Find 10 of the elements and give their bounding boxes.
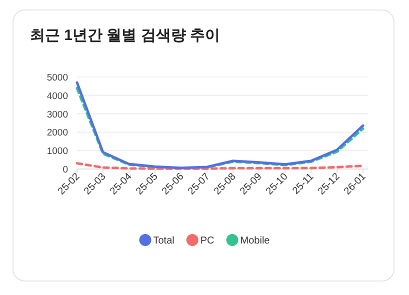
y-tick-label: 4000 — [46, 90, 68, 102]
legend-label: Mobile — [240, 236, 270, 246]
legend-label: PC — [200, 236, 214, 246]
y-tick-label: 3000 — [46, 109, 68, 120]
chart-title: 최근 1년간 월별 검색량 추이 — [30, 27, 220, 44]
y-tick-label: 1000 — [46, 146, 68, 158]
y-tick-label: 0 — [62, 164, 68, 176]
y-tick-label: 2000 — [46, 128, 68, 139]
y-tick-label: 5000 — [46, 72, 68, 84]
legend-label: Total — [153, 236, 174, 246]
